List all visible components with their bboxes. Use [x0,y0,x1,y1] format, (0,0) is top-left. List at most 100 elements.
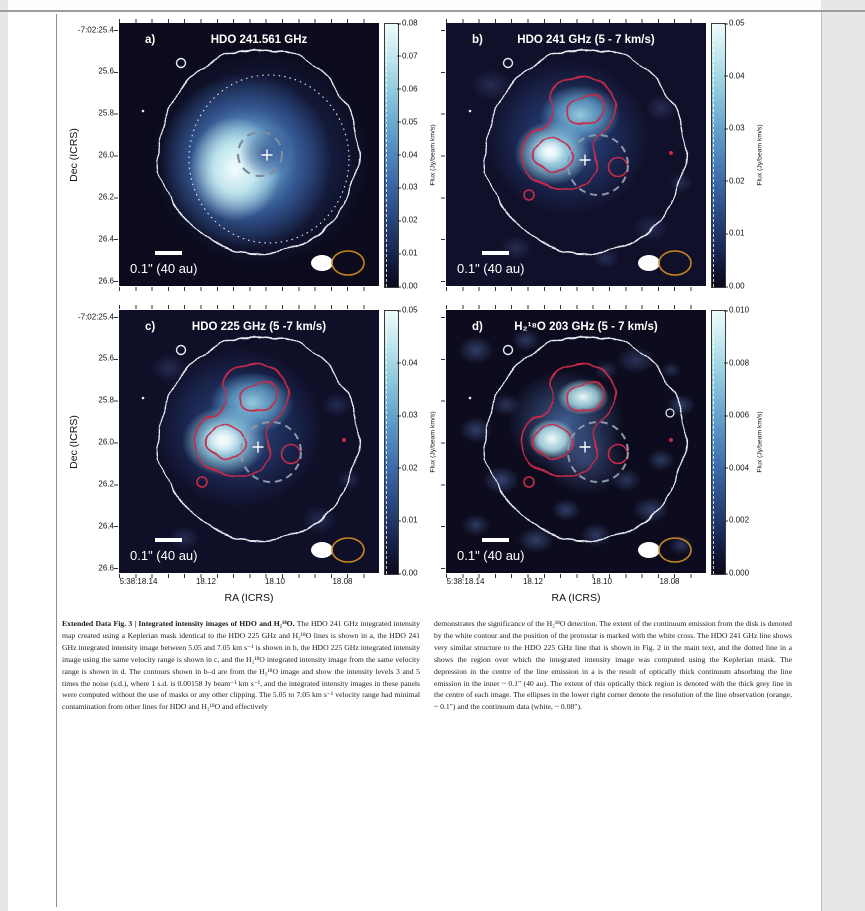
dec-tick-label: -7:02:25.4 [77,25,114,35]
colorbar-tick-label: 0.05 [397,117,418,127]
axis-ticks [119,19,379,23]
scalebar [155,251,182,255]
colorbar-tick-label: 0.03 [397,182,418,192]
dec-axis-label: Dec (ICRS) [68,414,80,469]
colorbar-tick-label: 0.010 [723,305,750,315]
colorbar-tick-label: 0.004 [723,463,750,473]
optically-thick-region-circle [567,421,629,483]
colorbar-tick-label: 0.08 [397,18,418,28]
ra-axis-label: RA (ICRS) [551,592,601,604]
dec-tick-label: 26.2 [98,192,114,202]
ra-tick-label: 18.08 [659,577,680,586]
dec-tick-label: 25.8 [98,108,114,118]
colorbar-axis-label: Flux (Jy/beam km/s) [429,123,437,186]
colorbar-tick-label: 0.01 [397,248,418,258]
caption-left-text: The HDO 241 GHz integrated intensity map… [62,619,420,712]
page-separator-line [0,10,865,12]
scalebar [482,538,509,542]
axis-ticks [446,305,706,309]
ra-tick-label: 18.10 [264,577,286,586]
axis-ticks [446,287,706,291]
colorbar-axis-label: Flux (Jy/beam km/s) [756,410,764,473]
caption-heading: Extended Data Fig. 3 | Integrated intens… [62,619,297,628]
colorbar-tick-label: 0.008 [723,358,750,368]
dec-tick-label: 25.8 [98,395,114,405]
axis-ticks [114,316,118,569]
continuum-contour-islet [665,408,675,418]
optically-thick-region-circle [567,134,629,196]
ra-tick-label: 18.10 [591,577,613,586]
colorbar-tick-label: 0.02 [397,215,418,225]
colorbar-c [384,310,399,575]
ra-tick-label: 5:38:18.14 [446,577,485,586]
margin-rule [56,14,57,907]
scalebar-label: 0.1" (40 au) [457,261,525,276]
dec-tick-label: 25.6 [98,66,114,76]
dec-tick-label: 26.2 [98,479,114,489]
panel-d: d) H₂¹⁸O 203 GHz (5 - 7 km/s) 0.1" (40 a… [446,310,706,573]
colorbar-tick-label: 0.04 [724,71,745,81]
colorbar-tick-label: 0.006 [723,410,750,420]
scalebar-label: 0.1" (40 au) [130,548,198,563]
ra-tick-label: 5:38:18.14 [119,577,158,586]
panel-title: HDO 241.561 GHz [210,34,308,46]
optically-thick-region-circle [236,130,284,178]
scalebar [155,538,182,542]
colorbar-tick-label: 0.01 [397,515,418,525]
colorbar-tick-label: 0.02 [724,176,745,186]
colorbar-b [711,23,726,288]
colorbar-d [711,310,726,575]
colorbar-tick-label: 0.03 [724,123,745,133]
panel-b: b) HDO 241 GHz (5 - 7 km/s) 0.1" (40 au) [446,23,706,286]
colorbar-tick-label: 0.06 [397,84,418,94]
panel-title: HDO 225 GHz (5 -7 km/s) [191,321,327,333]
colorbar-tick-label: 0.00 [724,281,745,291]
dec-tick-label: 26.6 [98,276,114,286]
axis-ticks [119,574,379,578]
colorbar-tick-label: 0.04 [397,358,418,368]
ra-tick-label: 18.12 [522,577,544,586]
panel-c-image [119,310,379,573]
ra-tick-label: 18.08 [332,577,353,586]
colorbar-tick-label: 0.00 [397,568,418,578]
colorbar-tick-label: 0.002 [723,515,750,525]
panel-letter: d) [472,321,483,333]
colorbar-tick-label: 0.03 [397,410,418,420]
panel-title: H₂¹⁸O 203 GHz (5 - 7 km/s) [514,321,658,333]
panel-a-image [119,23,379,286]
ra-tick-label: 18.12 [195,577,217,586]
scalebar [482,251,509,255]
panel-a: a) HDO 241.561 GHz 0.1" (40 au) [119,23,379,286]
optically-thick-region-circle [240,421,302,483]
colorbar-tick-label: 0.07 [397,51,418,61]
scalebar-label: 0.1" (40 au) [457,548,525,563]
colorbar-tick-label: 0.05 [724,18,745,28]
colorbar-axis-label: Flux (Jy/beam km/s) [756,123,764,186]
axis-ticks [446,574,706,578]
colorbar-tick-label: 0.01 [724,228,745,238]
dec-tick-label: -7:02:25.4 [77,312,114,322]
axis-ticks [441,29,445,282]
caption-right-text: demonstrates the significance of the H₂¹… [434,619,792,712]
previous-page-edge [8,0,821,10]
figure-caption: Extended Data Fig. 3 | Integrated intens… [62,618,792,713]
caption-right-column: demonstrates the significance of the H₂¹… [434,618,792,713]
axis-ticks [441,316,445,569]
dec-axis-label: Dec (ICRS) [68,127,80,182]
panel-letter: c) [145,321,156,333]
dec-tick-label: 25.6 [98,353,114,363]
colorbar-tick-label: 0.04 [397,150,418,159]
panel-d-image [446,310,706,573]
axis-ticks [114,29,118,282]
dec-tick-label: 26.0 [98,150,114,160]
scalebar-label: 0.1" (40 au) [130,261,198,276]
ra-axis-label: RA (ICRS) [224,592,274,604]
colorbar-tick-label: 0.00 [397,281,418,291]
dec-tick-label: 26.4 [98,234,114,244]
panel-letter: b) [472,34,483,46]
colorbar-tick-label: 0.000 [723,568,750,578]
dec-tick-label: 26.4 [98,521,114,531]
caption-left-column: Extended Data Fig. 3 | Integrated intens… [62,618,420,713]
colorbar-tick-label: 0.05 [397,305,418,315]
